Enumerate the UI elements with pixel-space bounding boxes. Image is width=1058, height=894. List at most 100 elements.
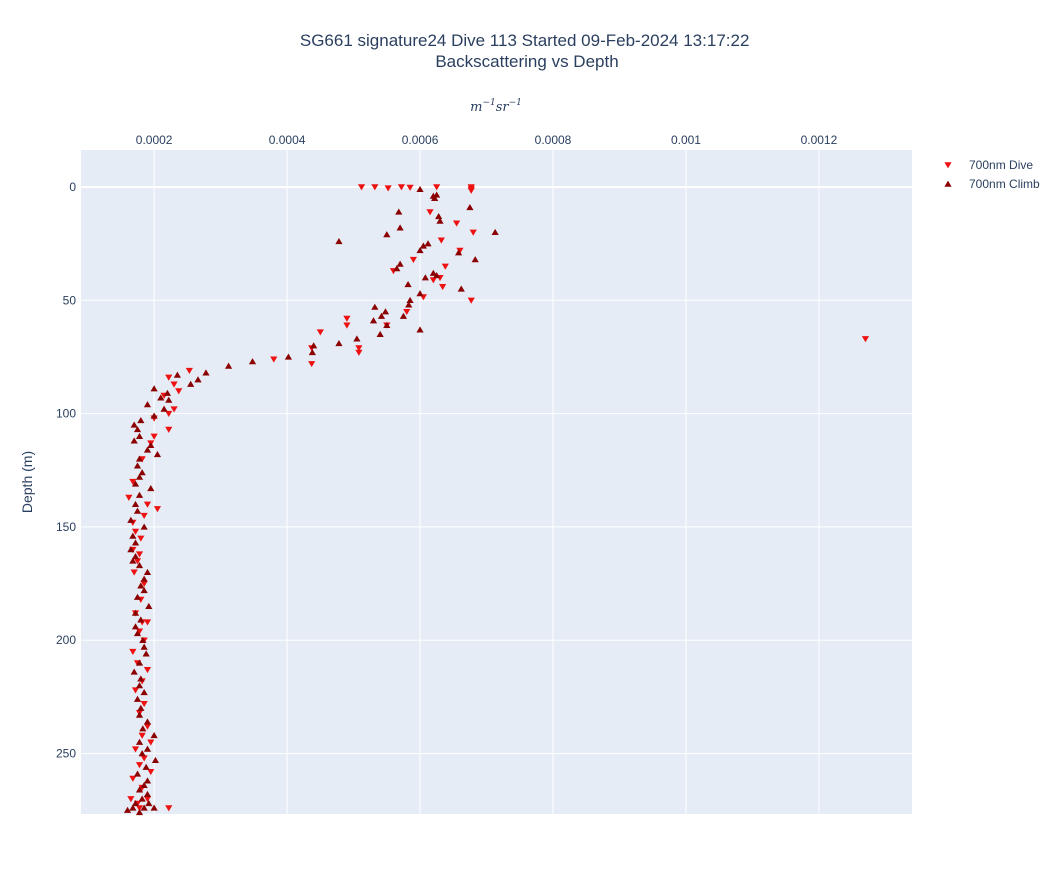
climb-point — [143, 745, 152, 752]
grid-lines — [81, 150, 912, 814]
climb-point — [138, 750, 146, 757]
dive-point — [131, 687, 140, 694]
x-tick-label: 0.0012 — [801, 133, 838, 147]
y-tick-label: 100 — [56, 407, 76, 421]
climb-point — [143, 446, 152, 453]
climb-point — [140, 523, 148, 530]
climb-point — [424, 240, 432, 247]
climb-point — [491, 228, 499, 236]
climb-point — [377, 312, 386, 319]
climb-point — [140, 688, 148, 696]
dive-point — [467, 187, 475, 194]
dive-point — [170, 381, 178, 388]
climb-point — [137, 416, 145, 424]
climb-point — [308, 349, 316, 356]
dive-point — [308, 361, 316, 368]
climb-point — [143, 790, 152, 798]
dive-point — [165, 410, 173, 418]
climb-point — [145, 799, 153, 807]
dive-point — [129, 478, 137, 486]
climb-point — [130, 421, 138, 428]
climb-point — [383, 321, 391, 328]
legend-marker — [944, 180, 952, 187]
climb-point — [140, 586, 148, 594]
climb-point — [371, 303, 379, 310]
series-climb — [123, 185, 499, 816]
dive-point — [131, 528, 140, 535]
climb-point — [335, 237, 343, 245]
dive-point — [429, 277, 437, 284]
climb-point — [160, 405, 168, 412]
x-tick-labels: 0.0002 0.0004 0.0006 0.0008 0.001 0.0012 — [136, 133, 838, 147]
climb-point — [436, 217, 444, 224]
climb-point — [131, 552, 140, 560]
climb-point — [405, 301, 413, 308]
climb-point — [133, 593, 142, 600]
climb-point — [145, 602, 153, 609]
climb-point — [140, 575, 148, 582]
legend-item-dive[interactable]: 700nm Dive — [944, 158, 1033, 172]
unit-exp2: −1 — [509, 98, 522, 108]
legend-label: 700nm Dive — [969, 158, 1033, 172]
legend-item-climb[interactable]: 700nm Climb — [944, 177, 1040, 191]
climb-point — [150, 804, 158, 811]
climb-point — [142, 763, 150, 770]
climb-point — [135, 432, 144, 439]
dive-point — [453, 220, 461, 227]
climb-point — [127, 546, 135, 553]
climb-point — [433, 191, 441, 198]
chart-title: SG661 signature24 Dive 113 Started 09-Fe… — [300, 31, 754, 71]
dive-point — [135, 628, 144, 635]
y-tick-label: 200 — [56, 633, 76, 647]
climb-point — [471, 256, 479, 263]
climb-point — [131, 623, 140, 630]
climb-point — [140, 781, 148, 788]
climb-point — [133, 770, 142, 777]
climb-point — [135, 491, 144, 498]
dive-point — [409, 256, 417, 263]
climb-point — [142, 650, 150, 657]
climb-point — [431, 194, 439, 202]
climb-point — [416, 290, 424, 297]
climb-point — [133, 630, 142, 637]
dive-point — [403, 308, 411, 316]
dive-point — [384, 185, 392, 192]
climb-point — [131, 539, 140, 546]
climb-point — [133, 695, 142, 702]
dive-point — [138, 732, 146, 739]
climb-point — [129, 532, 137, 539]
climb-point — [396, 224, 404, 231]
dive-point — [426, 209, 434, 216]
climb-point — [133, 507, 142, 514]
chart-title-line1: SG661 signature24 Dive 113 Started 09-Fe… — [300, 31, 750, 50]
climb-point — [131, 500, 140, 507]
dive-point — [343, 315, 351, 322]
dive-point — [441, 263, 449, 270]
climb-point — [130, 668, 138, 675]
climb-point — [127, 516, 135, 523]
climb-point — [165, 396, 173, 403]
climb-point — [137, 704, 145, 711]
climb-point — [123, 806, 132, 813]
dive-point — [135, 551, 144, 558]
climb-point — [143, 401, 152, 408]
dive-point — [433, 184, 441, 191]
climb-point — [135, 809, 144, 816]
climb-point — [248, 358, 257, 365]
climb-point — [135, 711, 144, 718]
x-tick-label: 0.0004 — [269, 133, 306, 147]
climb-point — [419, 242, 427, 249]
climb-point — [150, 732, 158, 739]
dive-point — [357, 184, 366, 191]
dive-point — [129, 775, 137, 782]
climb-point — [455, 249, 463, 256]
x-tick-label: 0.0006 — [402, 133, 439, 147]
climb-point — [399, 312, 408, 319]
dive-point — [439, 284, 447, 291]
climb-point — [150, 385, 158, 392]
climb-point — [396, 260, 404, 267]
dive-point — [270, 356, 278, 363]
climb-point — [435, 213, 443, 220]
legend[interactable]: 700nm Dive 700nm Climb — [944, 158, 1040, 191]
